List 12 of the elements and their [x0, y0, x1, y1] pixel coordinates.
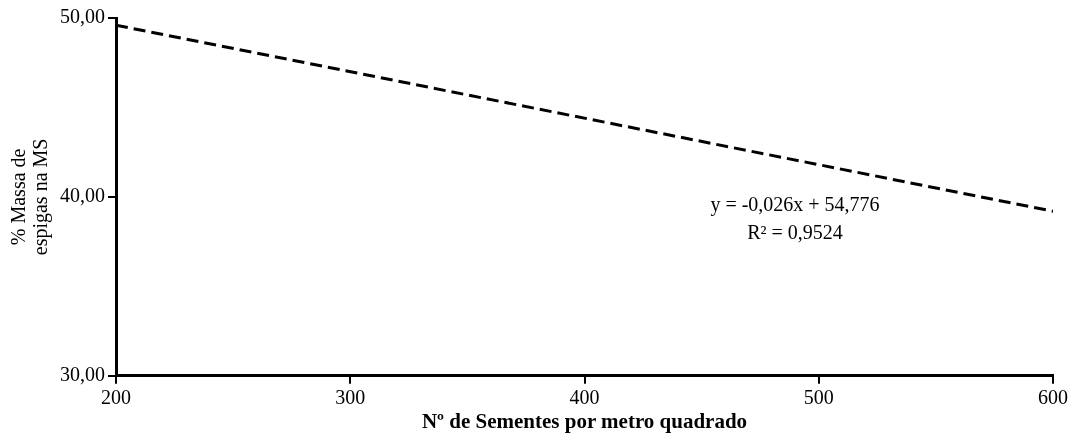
x-axis-title: Nº de Sementes por metro quadrado [421, 408, 748, 433]
x-tick-label: 300 [335, 386, 366, 409]
y-tick-label: 40,00 [60, 184, 105, 207]
annotation: y = -0,026x + 54,776 [710, 193, 880, 217]
x-tick-label: 500 [803, 386, 834, 409]
y-axis-title: % Massa de espigas na MS [7, 138, 53, 256]
x-tick-label: 600 [1038, 386, 1068, 409]
y-tick-label: 30,00 [60, 363, 105, 386]
x-tick-label: 200 [101, 386, 131, 409]
x-tick-label: 400 [569, 386, 600, 409]
y-tick-label: 50,00 [60, 5, 105, 28]
annotation: R² = 0,9524 [747, 221, 843, 244]
